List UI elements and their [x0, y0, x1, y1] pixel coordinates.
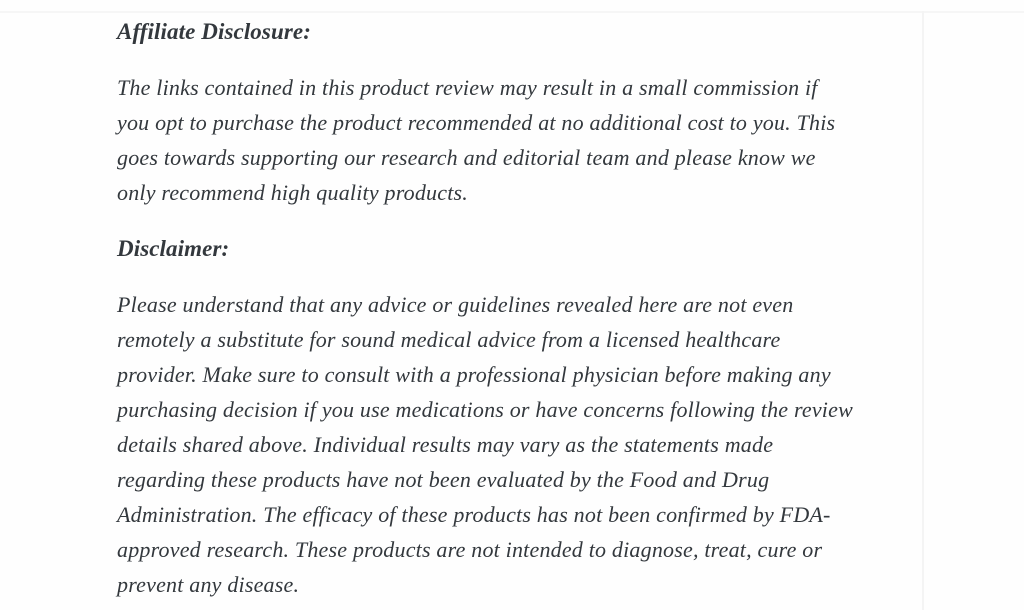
disclaimer-heading: Disclaimer: — [117, 236, 230, 261]
affiliate-disclosure-paragraph: The links contained in this product revi… — [117, 75, 836, 205]
disclaimer-paragraph: Please understand that any advice or gui… — [117, 292, 853, 597]
card-top-edge — [0, 11, 1024, 13]
card-right-edge — [922, 11, 924, 610]
affiliate-disclosure-heading: Affiliate Disclosure: — [117, 19, 311, 44]
article-body: Affiliate Disclosure: The links containe… — [117, 14, 977, 610]
